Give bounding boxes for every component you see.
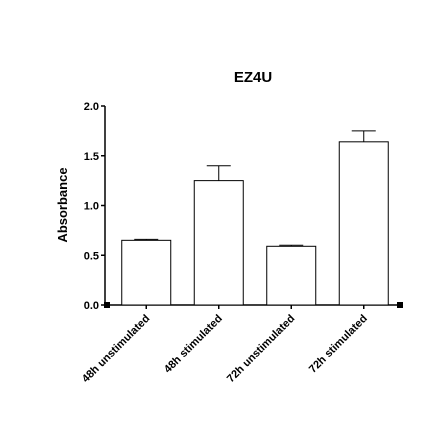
bars [121, 130, 389, 306]
y-tick-label: 2.0 [84, 101, 99, 113]
bar [121, 239, 172, 306]
chart-title: EZ4U [234, 69, 272, 86]
bar [193, 180, 244, 306]
x-category-label: 72h stimulated [307, 313, 370, 376]
y-tick-label: 0.0 [84, 300, 99, 312]
y-ticks: 0.0 0.5 1.0 1.5 2.0 [84, 101, 105, 312]
y-axis-label: Absorbance [55, 167, 70, 242]
y-tick-label: 1.5 [84, 151, 99, 163]
bar [338, 141, 389, 306]
x-axis-start-marker [104, 302, 110, 308]
x-category-label: 48h unstimulated [80, 313, 152, 385]
bar [266, 245, 317, 306]
x-category-labels: 48h unstimulated 48h stimulated 72h unstim… [80, 313, 370, 385]
y-tick-label: 0.5 [84, 250, 99, 262]
x-category-label: 48h stimulated [162, 313, 225, 376]
y-tick-label: 1.0 [84, 201, 99, 213]
x-category-label: 72h unstimulated [225, 313, 297, 385]
x-axis-end-marker [397, 302, 403, 308]
